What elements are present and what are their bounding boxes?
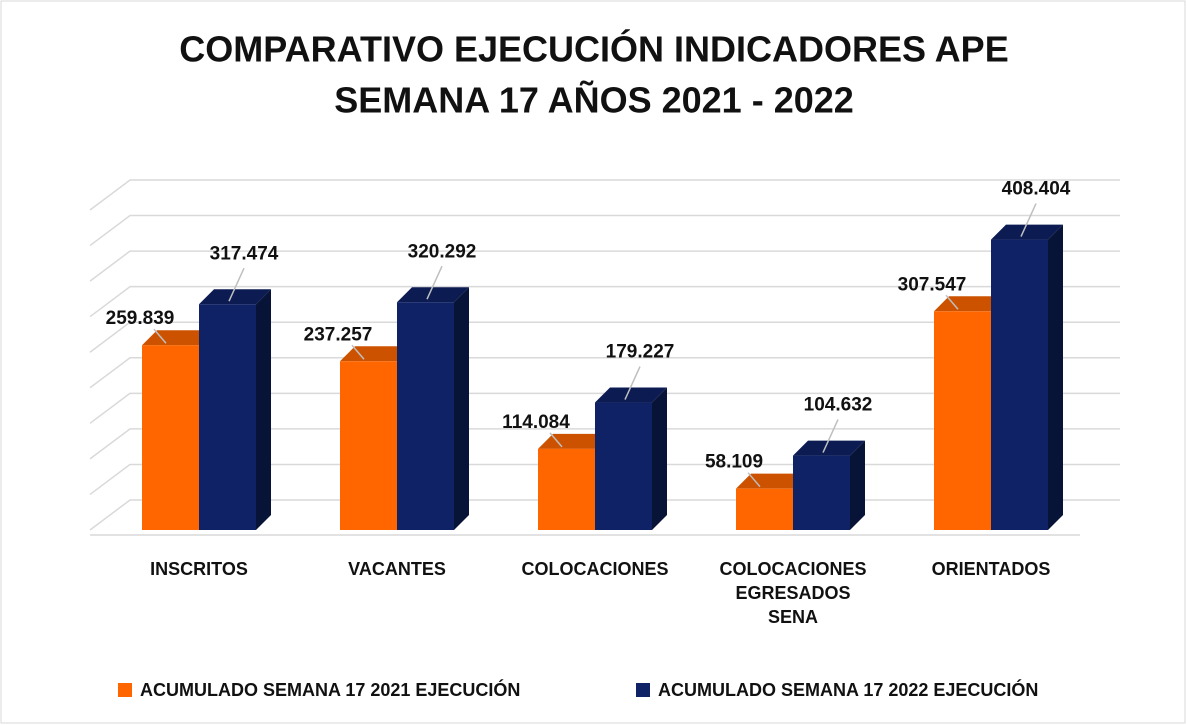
bar-top [340, 346, 412, 362]
leader-line [624, 366, 641, 400]
bar-top [736, 473, 808, 489]
grid-line [89, 250, 1120, 282]
bar [340, 361, 397, 530]
leader-line [228, 267, 245, 302]
chart-title: SEMANA 17 AÑOS 2021 - 2022 [334, 79, 854, 121]
bar-top [538, 433, 610, 449]
x-tick-label: COLOCACIONES [521, 559, 669, 579]
bar-top [595, 387, 667, 403]
grid-line [89, 321, 1120, 353]
bar [199, 304, 256, 530]
grid-line [89, 214, 1120, 247]
legend-label: ACUMULADO SEMANA 17 2021 EJECUCIÓN [140, 679, 520, 700]
grid-line [89, 179, 1120, 211]
bar-top [142, 330, 214, 346]
bar [793, 455, 850, 530]
data-label: 408.404 [1002, 179, 1071, 200]
data-label: 58.109 [705, 452, 763, 473]
leader-line [153, 328, 167, 344]
grid-line [89, 285, 1120, 318]
leader-line [945, 294, 959, 310]
bar [397, 302, 454, 530]
bar-side [652, 387, 667, 530]
bar [991, 239, 1048, 530]
data-label: 114.084 [502, 412, 570, 433]
bar-top [199, 289, 271, 305]
data-label: 237.257 [304, 324, 373, 345]
bar-top [397, 287, 469, 303]
leader-line [822, 419, 839, 453]
data-label: 320.292 [408, 241, 477, 262]
bar-side [850, 440, 865, 530]
bar-top [934, 296, 1006, 312]
data-label: 259.839 [106, 308, 175, 329]
leader-line [1020, 203, 1037, 237]
leader-line [747, 472, 761, 488]
leader-line [426, 265, 443, 300]
x-tick-label: COLOCACIONES EGRESADOS SENA [719, 559, 867, 627]
bar [538, 448, 595, 530]
leader-line [351, 344, 365, 360]
grid-line [89, 392, 1120, 424]
bar-side [454, 287, 469, 530]
bar-top [793, 440, 865, 456]
bar-side [256, 289, 271, 530]
grid-line [89, 463, 1120, 496]
bar [736, 488, 793, 530]
legend-swatch [636, 683, 650, 697]
legend-label: ACUMULADO SEMANA 17 2022 EJECUCIÓN [658, 679, 1038, 700]
data-label: 104.632 [804, 395, 873, 416]
bar-side [1048, 224, 1063, 530]
grid-line [89, 428, 1120, 460]
bar-top [991, 224, 1063, 240]
chart-title: COMPARATIVO EJECUCIÓN INDICADORES APE [179, 28, 1008, 70]
bar [142, 345, 199, 530]
legend-swatch [118, 683, 132, 697]
grid-line [89, 357, 1120, 389]
x-tick-label: ORIENTADOS [931, 559, 1051, 579]
x-tick-label: INSCRITOS [150, 559, 248, 579]
leader-line [549, 432, 563, 448]
bar [595, 402, 652, 530]
x-tick-label: VACANTES [348, 559, 446, 579]
bar [934, 311, 991, 530]
data-label: 317.474 [210, 243, 279, 264]
data-label: 307.547 [898, 274, 967, 295]
data-label: 179.227 [606, 342, 675, 363]
